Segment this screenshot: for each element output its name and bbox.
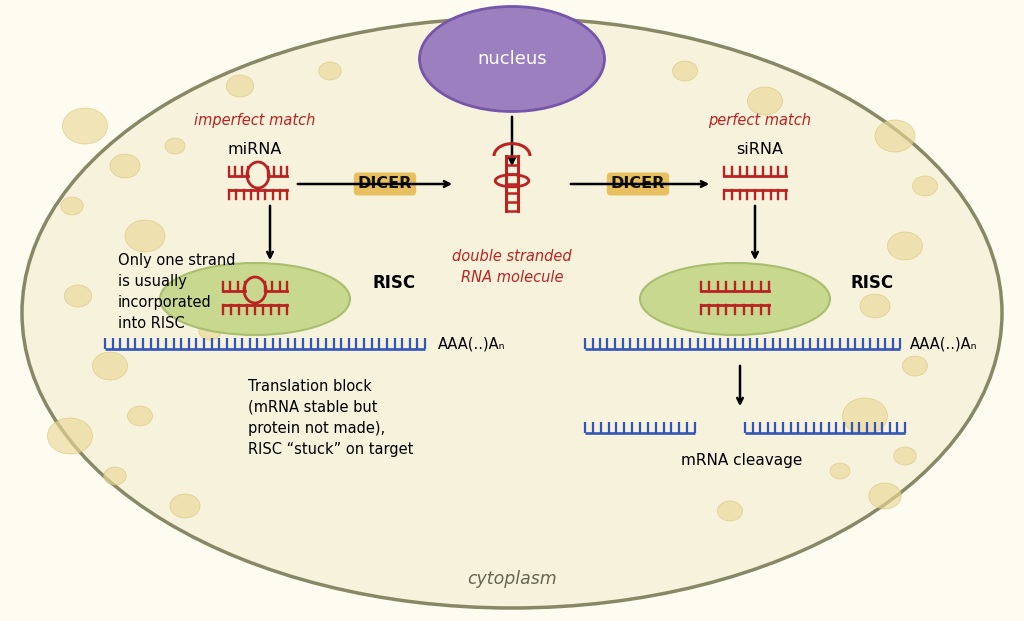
Ellipse shape	[888, 232, 923, 260]
Text: Only one strand
is usually
incorporated
into RISC: Only one strand is usually incorporated …	[118, 253, 236, 331]
Text: imperfect match: imperfect match	[195, 114, 315, 129]
Ellipse shape	[874, 120, 915, 152]
Ellipse shape	[128, 406, 153, 426]
Text: cytoplasm: cytoplasm	[467, 570, 557, 588]
Ellipse shape	[199, 322, 221, 340]
Ellipse shape	[110, 154, 140, 178]
Ellipse shape	[62, 108, 108, 144]
Text: AAA(..)Aₙ: AAA(..)Aₙ	[910, 337, 978, 351]
Text: siRNA: siRNA	[736, 142, 783, 156]
Text: perfect match: perfect match	[709, 114, 811, 129]
Ellipse shape	[830, 463, 850, 479]
Ellipse shape	[170, 494, 200, 518]
Text: mRNA cleavage: mRNA cleavage	[681, 453, 803, 468]
Text: DICER: DICER	[357, 176, 413, 191]
Ellipse shape	[420, 6, 604, 112]
Text: RISC: RISC	[850, 274, 893, 292]
Ellipse shape	[47, 418, 92, 454]
Text: DICER: DICER	[610, 176, 666, 191]
Ellipse shape	[226, 75, 254, 97]
Ellipse shape	[912, 176, 938, 196]
Text: Translation block
(mRNA stable but
protein not made),
RISC “stuck” on target: Translation block (mRNA stable but prote…	[248, 379, 414, 457]
Ellipse shape	[160, 263, 350, 335]
Text: AAA(..)Aₙ: AAA(..)Aₙ	[438, 337, 506, 351]
Ellipse shape	[318, 62, 341, 80]
Ellipse shape	[868, 483, 901, 509]
Ellipse shape	[165, 138, 185, 154]
Ellipse shape	[640, 263, 830, 335]
Ellipse shape	[894, 447, 916, 465]
Ellipse shape	[718, 501, 742, 521]
Ellipse shape	[92, 352, 128, 380]
Ellipse shape	[125, 220, 165, 252]
Ellipse shape	[22, 18, 1002, 608]
Ellipse shape	[673, 61, 697, 81]
Ellipse shape	[748, 87, 782, 115]
Ellipse shape	[60, 197, 83, 215]
Text: miRNA: miRNA	[227, 142, 283, 156]
Ellipse shape	[843, 398, 888, 434]
Text: nucleus: nucleus	[477, 50, 547, 68]
Ellipse shape	[103, 467, 126, 485]
Ellipse shape	[860, 294, 890, 318]
Ellipse shape	[902, 356, 928, 376]
Text: double stranded
RNA molecule: double stranded RNA molecule	[453, 249, 571, 285]
Ellipse shape	[65, 285, 92, 307]
Text: RISC: RISC	[372, 274, 415, 292]
